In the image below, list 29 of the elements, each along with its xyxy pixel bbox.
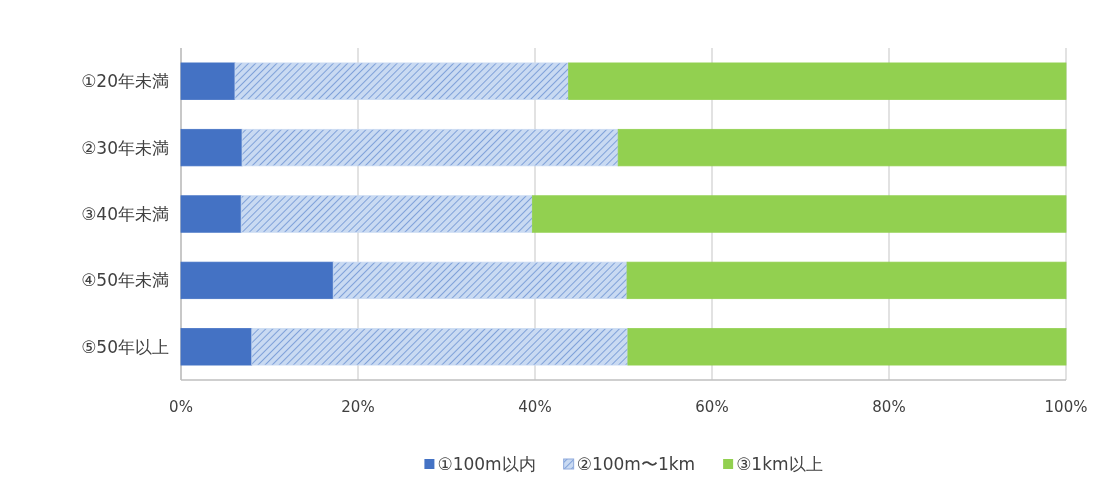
- x-tick-label: 80%: [872, 398, 906, 416]
- y-tick-label: ④50年未満: [81, 270, 169, 291]
- bar: [180, 62, 236, 100]
- bar: [332, 261, 628, 300]
- bar: [180, 328, 253, 366]
- y-tick-label: ③40年未満: [81, 204, 169, 224]
- bar: [180, 128, 243, 167]
- x-tick-label: 60%: [695, 398, 729, 416]
- bar: [627, 328, 1067, 366]
- bar: [234, 62, 570, 100]
- bar: [568, 62, 1067, 100]
- x-tick-label: 0%: [169, 398, 193, 416]
- legend-label: ③1km以上: [736, 454, 823, 474]
- y-tick-label: ①20年未満: [81, 71, 169, 92]
- bar: [180, 261, 334, 300]
- y-tick-label: ②30年未満: [81, 137, 169, 158]
- legend-label: ①100m以内: [437, 454, 536, 474]
- bar: [241, 128, 619, 167]
- bar: [531, 195, 1067, 233]
- bar: [251, 328, 629, 366]
- x-tick-label: 40%: [518, 398, 552, 416]
- bar: [626, 261, 1067, 300]
- legend-label: ②100m〜1km: [576, 454, 696, 474]
- bar: [240, 195, 533, 233]
- x-tick-label: 20%: [341, 398, 375, 416]
- bar: [180, 195, 242, 233]
- y-tick-label: ⑤50年以上: [81, 336, 169, 357]
- x-tick-label: 100%: [1044, 398, 1088, 416]
- bar: [617, 128, 1067, 167]
